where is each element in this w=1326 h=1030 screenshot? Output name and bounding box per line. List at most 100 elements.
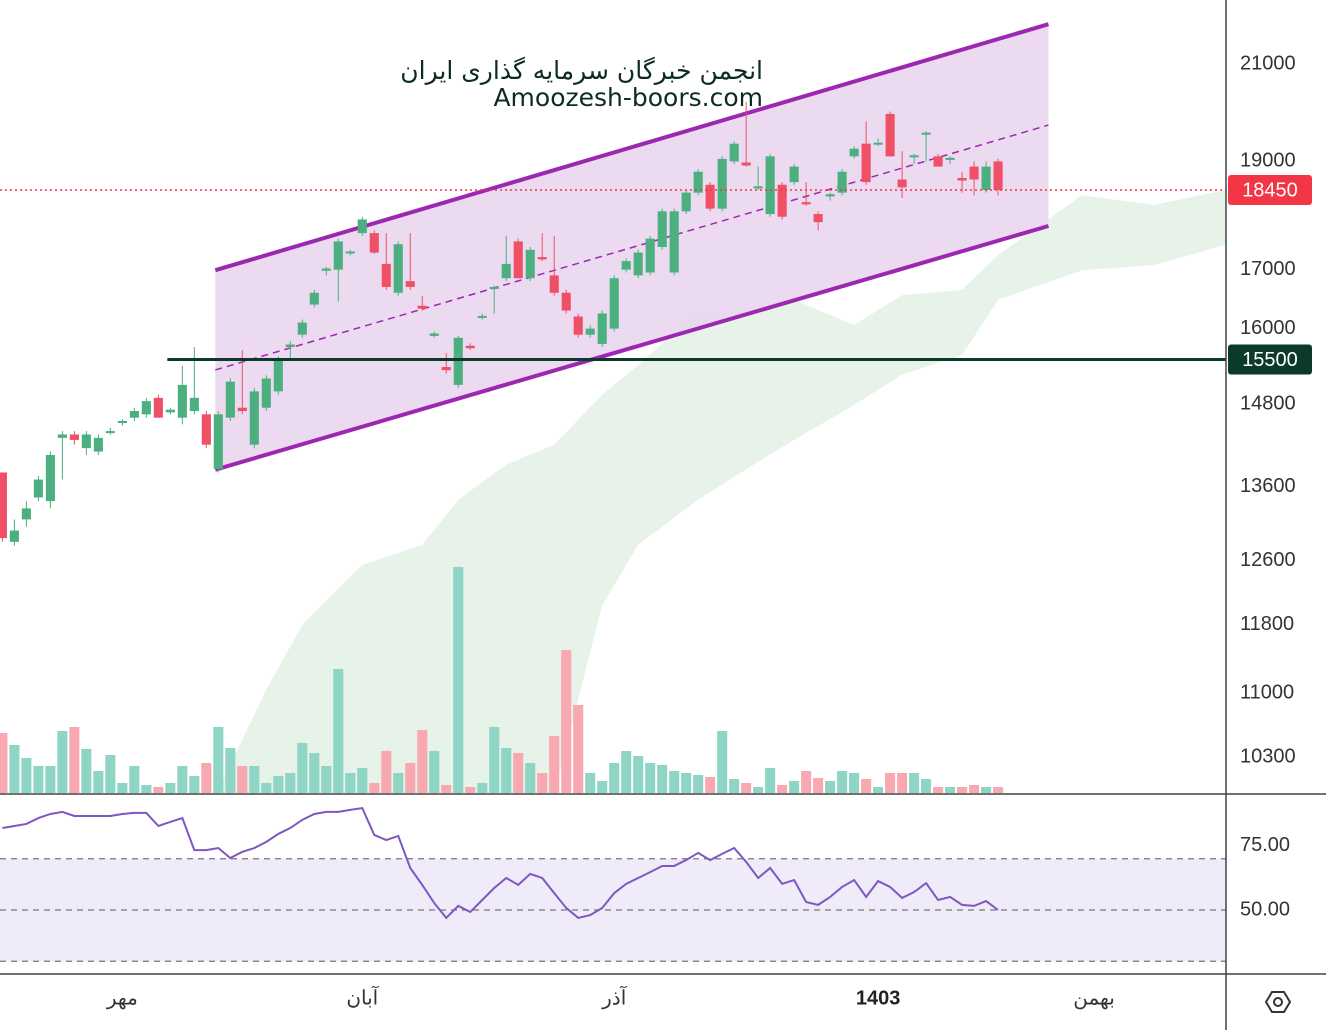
volume-bar — [969, 785, 980, 793]
y-tick-label: 14800 — [1240, 393, 1296, 415]
candle-body — [981, 166, 991, 191]
candle-body — [285, 344, 295, 348]
candle-body — [213, 414, 223, 469]
volume-bar — [285, 773, 296, 793]
candle-body — [45, 455, 55, 502]
volume-bar — [69, 727, 80, 793]
candle-body — [933, 156, 943, 167]
volume-bar — [501, 748, 512, 793]
volume-bar — [633, 756, 644, 793]
volume-bar — [945, 787, 956, 793]
channel-lower — [214, 224, 1050, 472]
candle-body — [969, 166, 979, 180]
candle-body — [993, 161, 1003, 191]
volume-bar — [885, 773, 896, 793]
price-badge — [1228, 344, 1312, 375]
candle-body — [141, 401, 151, 415]
y-tick-label: 21000 — [1240, 52, 1296, 74]
volume-bar — [405, 763, 416, 793]
volume-bar — [45, 766, 56, 793]
candle-body — [765, 156, 775, 215]
candle-body — [105, 431, 115, 434]
candle-body — [537, 257, 547, 260]
volume-bar — [681, 773, 692, 793]
candle-body — [873, 142, 883, 145]
rsi-band — [0, 858, 1226, 962]
volume-bar — [441, 785, 452, 793]
candle-body — [297, 322, 307, 335]
candle-body — [945, 157, 955, 160]
volume-bar — [561, 650, 572, 793]
candle-body — [909, 155, 919, 158]
volume-bar — [465, 787, 476, 793]
volume-bar — [345, 773, 356, 793]
candle-body — [549, 275, 559, 293]
candle-body — [453, 337, 463, 385]
volume-bar — [117, 783, 128, 793]
candle-body — [657, 211, 667, 248]
volume-bar — [525, 763, 536, 793]
volume-bar — [33, 766, 44, 793]
candle-body — [489, 286, 499, 289]
candle-body — [129, 411, 139, 418]
candle-body — [837, 171, 847, 193]
candle-body — [429, 333, 439, 336]
volume-bar — [873, 787, 884, 793]
volume-bar — [705, 777, 716, 793]
volume-bar — [669, 771, 680, 793]
candle-body — [621, 261, 631, 270]
volume-bar — [861, 779, 872, 793]
candle-body — [165, 409, 175, 413]
volume-bar — [585, 773, 596, 793]
rsi-tick-label: 50.00 — [1240, 898, 1290, 920]
candle-body — [789, 166, 799, 183]
candle-body — [117, 421, 127, 424]
volume-bar — [897, 773, 908, 793]
candle-body — [573, 316, 583, 335]
watermark-site: Amoozesh-boors.com — [493, 83, 763, 112]
volume-bar — [225, 748, 236, 793]
candle-body — [681, 192, 691, 212]
volume-bar — [369, 783, 380, 793]
settings-dot[interactable] — [1273, 997, 1283, 1007]
x-tick-label: 1403 — [856, 987, 901, 1009]
volume-bar — [813, 778, 824, 793]
volume-bar — [609, 763, 620, 793]
candle-body — [153, 397, 163, 418]
candle-body — [609, 278, 619, 329]
settings-icon[interactable] — [1264, 991, 1292, 1013]
volume-bar — [513, 753, 524, 793]
volume-bar — [249, 766, 260, 793]
volume-bar — [273, 776, 284, 793]
volume-bar — [393, 773, 404, 793]
volume-bar — [417, 730, 428, 793]
candle-body — [0, 472, 7, 539]
candle-body — [381, 263, 391, 287]
volume-bar — [753, 787, 764, 793]
candle-body — [561, 292, 571, 311]
volume-bar — [261, 783, 272, 793]
y-tick-label: 12600 — [1240, 549, 1296, 571]
candle-body — [741, 162, 751, 166]
y-tick-label: 11800 — [1240, 613, 1294, 635]
candle-body — [501, 263, 511, 279]
volume-bar — [153, 787, 164, 793]
candle-body — [729, 143, 739, 162]
volume-bar — [981, 787, 992, 793]
candle-body — [693, 171, 703, 193]
candle-body — [201, 414, 211, 445]
settings-hexagon[interactable] — [1264, 991, 1292, 1013]
candle-body — [849, 148, 859, 157]
volume-bar — [297, 743, 308, 793]
volume-bar — [621, 751, 632, 793]
candle-body — [825, 194, 835, 197]
candle-body — [525, 249, 535, 279]
volume-bar — [9, 745, 20, 793]
x-tick-label: بهمن — [1073, 987, 1115, 1009]
candle-body — [669, 211, 679, 273]
volume-bar — [81, 749, 92, 793]
volume-bar — [213, 727, 224, 793]
volume-bar — [801, 771, 812, 793]
x-tick-label: آبان — [346, 985, 379, 1009]
